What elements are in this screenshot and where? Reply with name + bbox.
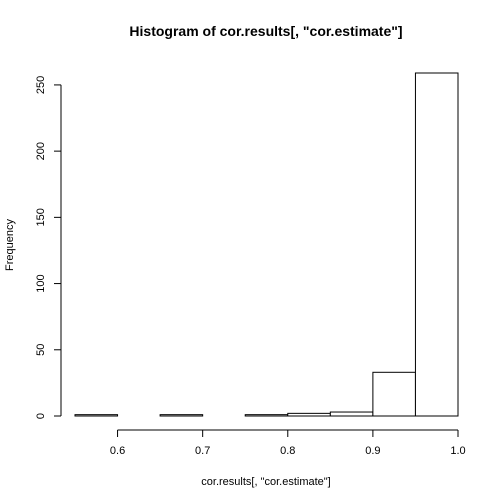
histogram-bar-5 [244, 414, 289, 417]
x-axis-label: cor.results[, "cor.estimate"] [201, 476, 330, 488]
x-tick-label: 0.7 [195, 445, 210, 457]
y-tick-label: 250 [35, 76, 47, 94]
histogram-bar-8 [372, 371, 416, 417]
y-tick-label: 50 [35, 344, 47, 356]
y-tick-label: 200 [35, 142, 47, 160]
x-axis: 0.6 0.7 0.8 0.9 1.0 [110, 429, 466, 457]
histogram-bar-7 [329, 411, 374, 417]
x-tick-label: 0.9 [365, 445, 380, 457]
histogram-bar-6 [287, 412, 331, 417]
x-tick-label: 0.8 [280, 445, 295, 457]
y-axis: 0 50 100 150 200 250 [35, 76, 62, 419]
histogram-bars [74, 72, 459, 417]
y-tick-label: 0 [35, 413, 47, 419]
chart-title: Histogram of cor.results[, "cor.estimate… [129, 23, 402, 39]
x-tick-label: 1.0 [450, 445, 465, 457]
y-tick-label: 100 [35, 274, 47, 292]
y-axis-label: Frequency [4, 219, 16, 271]
x-tick-label: 0.6 [110, 445, 125, 457]
histogram-bar-9 [414, 72, 459, 417]
histogram-bar-3 [159, 414, 204, 417]
histogram-bar-1 [74, 414, 119, 417]
y-tick-label: 150 [35, 208, 47, 226]
